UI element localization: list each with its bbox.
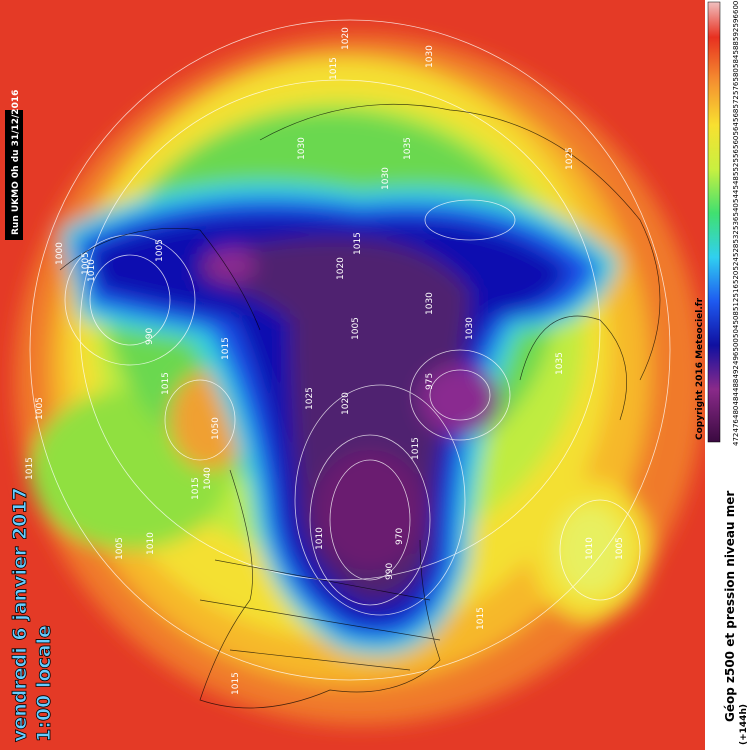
isobar-label: 1030 (425, 292, 435, 315)
isobar-label: 990 (385, 563, 395, 580)
isobar-label: 1005 (155, 239, 165, 262)
isobar-label: 1030 (297, 137, 307, 160)
isobar-label: 1010 (315, 527, 325, 550)
isobar-label: 1030 (465, 317, 475, 340)
isobar-label: 1015 (411, 437, 421, 460)
isobar-label: 1005 (351, 317, 361, 340)
scale-label: 592 (732, 28, 740, 41)
isobar-label: 1015 (231, 672, 241, 695)
lead-time: (+144h) (739, 704, 749, 745)
scale-label: 576 (732, 81, 740, 95)
isobar-label: 1025 (565, 147, 575, 170)
scale-label: 588 (732, 41, 740, 54)
isobar-label: 1005 (615, 537, 625, 560)
isobar-label: 1040 (203, 467, 213, 490)
scale-label: 584 (732, 54, 740, 68)
isobar-label: 1005 (115, 537, 125, 560)
scale-label: 544 (732, 189, 740, 203)
isobar-label: 1010 (146, 532, 156, 555)
isobar-label: 1010 (585, 537, 595, 560)
scale-label: 516 (732, 284, 740, 298)
isobar-label: 1035 (555, 352, 565, 375)
scale-label: 500 (732, 338, 740, 351)
scale-label: 600 (732, 1, 740, 14)
scale-label: 524 (732, 257, 740, 271)
isobar-label: 1035 (403, 137, 413, 160)
isobar-label: 1015 (221, 337, 231, 360)
scale-label: 504 (732, 324, 740, 338)
scale-label: 572 (732, 95, 740, 108)
isobar-label: 1010 (87, 259, 97, 282)
isobar-label: 1000 (55, 242, 65, 265)
scale-label: 512 (732, 298, 740, 311)
isobar-label: 1025 (305, 387, 315, 410)
scale-label: 580 (732, 68, 740, 81)
scale-label: 536 (732, 216, 740, 230)
scale-label: 508 (732, 311, 740, 324)
scale-label: 476 (732, 419, 740, 433)
isobar-label: 1015 (329, 57, 339, 80)
map-field (0, 0, 705, 750)
isobar-label: 1030 (381, 167, 391, 190)
isobar-label: 990 (145, 328, 155, 345)
run-label: Run UKMO 0h du 31/12/2016 (11, 90, 21, 235)
isobar-label: 1005 (35, 397, 45, 420)
scale-label: 540 (732, 203, 740, 216)
isobar-label: 1020 (341, 27, 351, 50)
scale-label: 556 (732, 149, 740, 163)
isobar-label: 1005 (81, 252, 91, 275)
scale-label: 596 (732, 14, 740, 28)
isobar-label: 1020 (336, 257, 346, 280)
isobar-label: 1015 (25, 457, 35, 480)
scale-label: 472 (732, 433, 740, 446)
scale-label: 528 (732, 244, 740, 257)
scale-label: 552 (732, 163, 740, 176)
scale-label: 488 (732, 379, 740, 392)
date-label: vendredi 6 janvier 2017 (9, 487, 31, 742)
isobar-label: 1015 (353, 232, 363, 255)
isobar-label: 975 (425, 373, 435, 390)
scale-label: 564 (732, 122, 740, 136)
isobar-label: 1020 (341, 392, 351, 415)
isobar-label: 970 (395, 528, 405, 545)
scale-label: 484 (732, 392, 740, 406)
scale-label: 496 (732, 351, 740, 365)
run-box (5, 110, 23, 240)
copyright: Copyright 2016 Meteociel.fr (695, 297, 705, 440)
scale-label: 480 (732, 406, 740, 419)
scale-label: 520 (732, 271, 740, 284)
scale-label: 532 (732, 230, 740, 243)
isobar-label: 1015 (476, 607, 486, 630)
color-bar (707, 1, 721, 443)
color-scale: 4724764804844884924965005045085125165205… (732, 1, 740, 446)
scale-label: 560 (732, 136, 740, 149)
isobar-label: 1015 (191, 477, 201, 500)
isobar-label: 1050 (211, 417, 221, 440)
scale-label: 492 (732, 365, 740, 378)
isobar-label: 1030 (425, 45, 435, 68)
isobar-label: 1015 (161, 372, 171, 395)
time-label: 1:00 locale (33, 625, 55, 742)
legend-title: Géop z500 et pression niveau mer (723, 491, 737, 722)
scale-label: 548 (732, 176, 740, 189)
scale-label: 568 (732, 109, 740, 122)
